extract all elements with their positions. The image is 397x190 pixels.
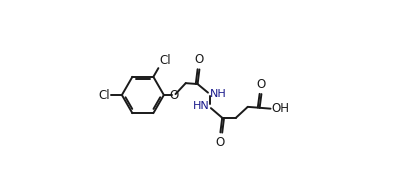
- Text: O: O: [257, 78, 266, 91]
- Text: OH: OH: [271, 102, 289, 115]
- Text: O: O: [169, 89, 179, 101]
- Text: NH: NH: [210, 89, 226, 99]
- Text: O: O: [216, 136, 225, 149]
- Text: O: O: [195, 53, 204, 66]
- Text: Cl: Cl: [98, 89, 110, 101]
- Text: Cl: Cl: [159, 54, 171, 67]
- Text: HN: HN: [193, 101, 210, 111]
